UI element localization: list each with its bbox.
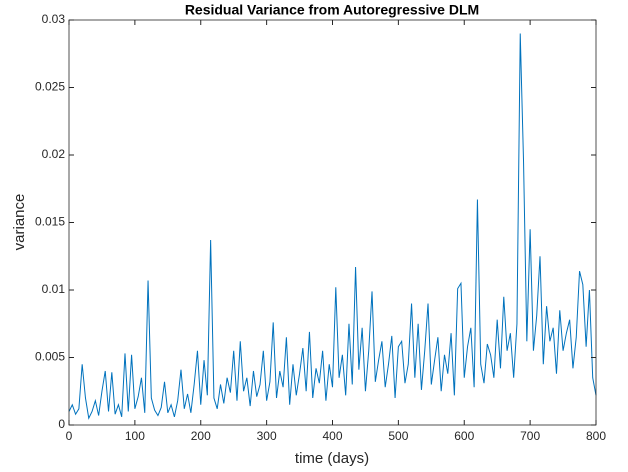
data-line xyxy=(68,33,597,420)
plot-area xyxy=(69,20,596,425)
x-tick-label: 700 xyxy=(520,429,540,443)
x-tick-label: 600 xyxy=(454,429,474,443)
x-tick-label: 500 xyxy=(388,429,408,443)
x-axis-label: time (days) xyxy=(295,450,369,467)
y-tick-label: 0.02 xyxy=(42,147,66,161)
x-tick-label: 200 xyxy=(191,429,211,443)
y-axis-label: variance xyxy=(11,194,28,251)
x-tick-label: 800 xyxy=(586,429,606,443)
x-tick-label: 0 xyxy=(66,429,73,443)
y-tick-label: 0.01 xyxy=(42,282,66,296)
x-tick-label: 100 xyxy=(125,429,145,443)
y-tick-label: 0.025 xyxy=(35,80,65,94)
y-tick-label: 0 xyxy=(58,417,65,431)
y-tick-label: 0.03 xyxy=(42,12,66,26)
y-tick-label: 0.015 xyxy=(35,215,65,229)
y-tick-label: 0.005 xyxy=(35,350,65,364)
x-tick-label: 300 xyxy=(257,429,277,443)
x-tick-label: 400 xyxy=(322,429,342,443)
chart-title: Residual Variance from Autoregressive DL… xyxy=(185,2,479,18)
